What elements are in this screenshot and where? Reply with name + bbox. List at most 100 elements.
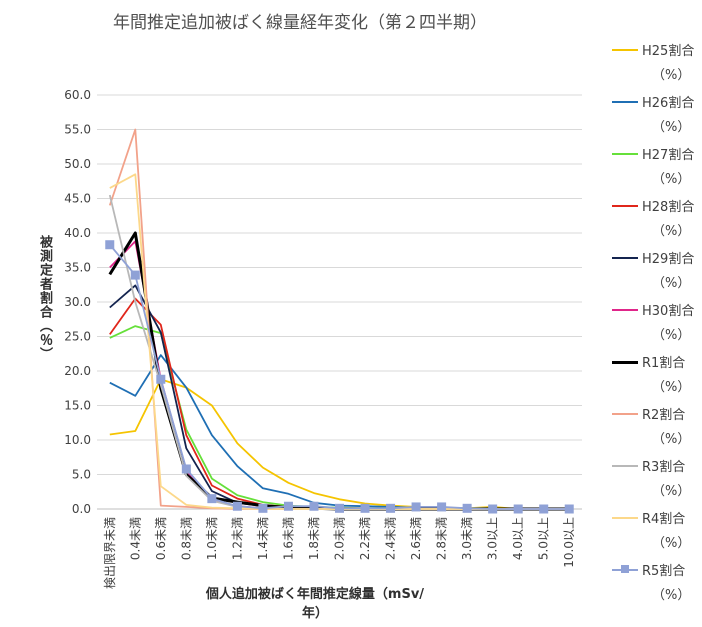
legend-swatch (612, 517, 638, 519)
legend-marker (621, 565, 629, 573)
legend-label: H25割合 (642, 44, 695, 59)
legend-swatch (612, 257, 638, 259)
series-lines (108, 128, 570, 511)
x-tick-label: 0.8未満 (179, 517, 193, 560)
series-line (109, 240, 570, 510)
legend-unit: （%） (652, 380, 691, 395)
data-point (156, 374, 166, 384)
legend-label: H29割合 (642, 252, 695, 267)
legend-item: H27割合 （%） (612, 144, 702, 196)
legend-item: R3割合 （%） (612, 456, 702, 508)
series-line (109, 354, 570, 510)
data-point (462, 503, 472, 513)
legend-unit: （%） (652, 536, 691, 551)
legend-unit: （%） (652, 276, 691, 291)
y-tick-label: 25.0 (64, 330, 91, 344)
legend-item: R4割合 （%） (612, 508, 702, 560)
x-tick-label: 検出限界未満 (103, 517, 117, 589)
series-line (108, 194, 570, 510)
legend-label: R5割合 (642, 564, 686, 579)
legend-item: H30割合 （%） (612, 300, 702, 352)
legend-swatch (612, 205, 638, 207)
legend-label: H28割合 (642, 200, 695, 215)
series-line (109, 284, 570, 510)
legend-item: R2割合 （%） (612, 404, 702, 456)
y-tick-label: 45.0 (64, 192, 91, 206)
legend-item: R5割合 （%） (612, 560, 702, 612)
x-tick-label: 10.0以上 (562, 517, 576, 568)
data-point (437, 502, 447, 512)
gridlines (97, 94, 582, 510)
legend-label: R4割合 (642, 512, 686, 527)
x-tick-label: 2.4未満 (384, 517, 398, 560)
legend-item: H29割合 （%） (612, 248, 702, 300)
legend-label: R3割合 (642, 460, 686, 475)
y-tick-label: 10.0 (64, 433, 91, 447)
x-tick-label: 4.0以上 (511, 517, 525, 560)
legend-unit: （%） (652, 328, 691, 343)
data-point (181, 464, 191, 474)
legend-swatch (612, 361, 638, 364)
y-tick-label: 60.0 (64, 88, 91, 102)
data-point (335, 503, 344, 513)
x-tick-label: 1.8未満 (307, 517, 321, 560)
x-tick-label: 2.8未満 (435, 517, 449, 560)
data-point (539, 504, 549, 514)
y-tick-label: 5.0 (72, 468, 91, 482)
x-tick-label: 3.0以上 (486, 517, 500, 560)
x-tick-label: 2.0未満 (333, 517, 347, 560)
x-tick-label: 5.0以上 (537, 517, 551, 560)
legend-item: H25割合 （%） (612, 40, 702, 92)
legend-swatch (612, 49, 638, 51)
y-axis-label: 被測定者割合（％） (37, 235, 52, 361)
y-tick-label: 50.0 (64, 157, 91, 171)
y-tick-label: 20.0 (64, 364, 91, 378)
legend-label: R1割合 (642, 356, 686, 371)
legend-swatch (612, 309, 638, 311)
legend-swatch (612, 153, 638, 155)
data-point (411, 502, 421, 512)
y-tick-label: 0.0 (72, 502, 91, 516)
y-tick-label: 30.0 (64, 295, 91, 309)
x-axis: 検出限界未満 0.4未満 0.6未満 0.8未満 1.0未満 1.2未満 1.4未満 1.6未… (97, 508, 582, 589)
legend-item: H28割合 （%） (612, 196, 702, 248)
data-point (386, 503, 396, 513)
data-point (564, 504, 574, 514)
legend: H25割合 （%） H26割合 （%） H27割合 （%） H28割合 （%） H29割合 （%）… (612, 40, 702, 612)
x-tick-label: 1.2未満 (230, 517, 244, 560)
x-tick-label: 2.2未満 (358, 517, 372, 560)
y-tick-label: 35.0 (64, 261, 91, 275)
x-tick-label: 3.0未満 (460, 517, 474, 560)
legend-unit: （%） (652, 484, 691, 499)
data-point (513, 504, 523, 514)
x-tick-label: 1.0未満 (205, 517, 219, 560)
legend-swatch (612, 465, 638, 467)
data-point (105, 240, 115, 250)
data-point (130, 270, 140, 280)
series-markers (105, 240, 574, 514)
chart-title: 年間推定追加被ばく線量経年変化（第２四半期） (113, 13, 487, 33)
legend-unit: （%） (652, 68, 691, 83)
data-point (488, 504, 498, 514)
legend-swatch (612, 101, 638, 103)
data-point (309, 501, 319, 511)
legend-swatch (612, 413, 638, 415)
x-tick-label: 0.4未満 (128, 517, 142, 560)
x-tick-label: 1.6未満 (281, 517, 295, 560)
legend-unit: （%） (652, 432, 691, 447)
data-point (207, 494, 217, 504)
y-tick-label: 15.0 (64, 399, 91, 413)
data-point (258, 503, 268, 513)
legend-label: R2割合 (642, 408, 686, 423)
legend-label: H30割合 (642, 304, 695, 319)
x-tick-label: 0.6未満 (154, 517, 168, 560)
legend-unit: （%） (652, 172, 691, 187)
legend-label: H26割合 (642, 96, 695, 111)
y-axis: 0.0 5.0 10.0 15.0 20.0 25.0 30.0 35.0 40.0 45.0 50… (64, 88, 91, 516)
series-line (109, 173, 570, 510)
data-point (360, 503, 370, 513)
legend-unit: （%） (652, 588, 691, 603)
y-tick-label: 40.0 (64, 226, 91, 240)
legend-unit: （%） (652, 224, 691, 239)
